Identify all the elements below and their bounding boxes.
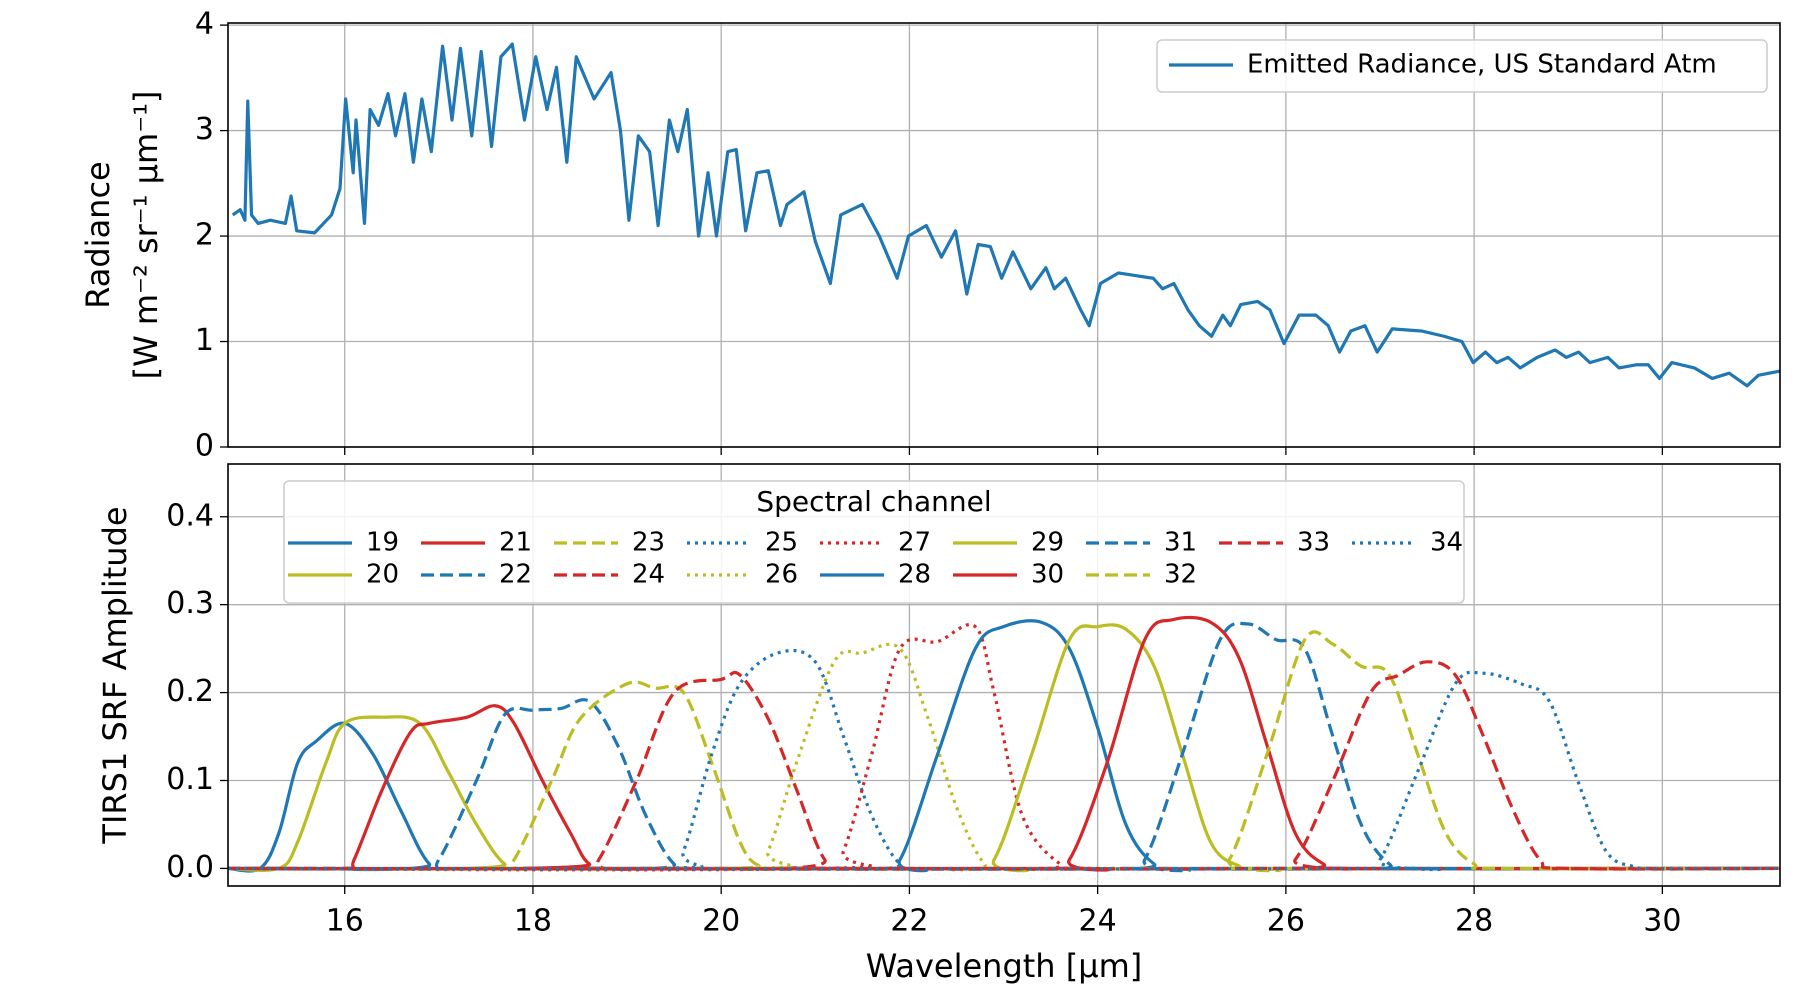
- legend-label: 22: [499, 560, 532, 590]
- legend-label: 33: [1297, 528, 1330, 558]
- series-line: [231, 42, 1780, 388]
- legend-label: 20: [366, 560, 399, 590]
- x-tick-label: 20: [702, 904, 740, 939]
- y-tick-label: 4: [195, 7, 214, 42]
- series-line: [228, 670, 1780, 872]
- legend-label: 28: [898, 560, 931, 590]
- x-tick-label: 16: [326, 904, 364, 939]
- y-tick-label: 0.1: [166, 762, 214, 797]
- x-tick-label: 28: [1455, 904, 1493, 939]
- x-tick-label: 24: [1079, 904, 1117, 939]
- legend-label: 29: [1031, 528, 1064, 558]
- legend-label: 32: [1164, 560, 1197, 590]
- y-tick-label: 0.0: [166, 850, 214, 885]
- legend-label: 25: [765, 528, 798, 558]
- x-tick-label: 30: [1643, 904, 1681, 939]
- legend-label: 24: [632, 560, 665, 590]
- legend-label: 34: [1430, 528, 1463, 558]
- x-tick-label: 18: [514, 904, 552, 939]
- series-line: [228, 715, 1780, 872]
- series-line: [228, 623, 1780, 873]
- legend-label: Emitted Radiance, US Standard Atm: [1247, 50, 1717, 80]
- y-tick-label: 0.4: [166, 498, 214, 533]
- legend-label: 31: [1164, 528, 1197, 558]
- legend-label: 30: [1031, 560, 1064, 590]
- y-tick-label: 3: [195, 112, 214, 147]
- series-line: [228, 704, 1780, 871]
- y-tick-label: 0.3: [166, 586, 214, 621]
- legend-label: 26: [765, 560, 798, 590]
- legend-box: [283, 480, 1465, 604]
- legend-title: Spectral channel: [756, 485, 991, 518]
- axes-frame: [227, 22, 1781, 448]
- y-tick-label: 0: [195, 429, 214, 464]
- legend-box: [1156, 39, 1768, 93]
- axes-frame: [227, 463, 1781, 887]
- y-tick-label: 2: [195, 218, 214, 253]
- x-axis-label: Wavelength [μm]: [866, 947, 1143, 985]
- y-tick-label: 1: [195, 323, 214, 358]
- y-axis-label: TIRS1 SRF Amplitude: [96, 506, 134, 844]
- series-line: [228, 698, 1780, 871]
- legend-label: 27: [898, 528, 931, 558]
- x-tick-label: 22: [890, 904, 928, 939]
- y-axis-label: [W m⁻² sr⁻¹ μm⁻¹]: [127, 91, 165, 380]
- x-tick-label: 26: [1267, 904, 1305, 939]
- legend-label: 21: [499, 528, 532, 558]
- legend-label: 19: [366, 528, 399, 558]
- y-axis-label: Radiance: [79, 161, 117, 309]
- legend-label: 23: [632, 528, 665, 558]
- y-tick-label: 0.2: [166, 674, 214, 709]
